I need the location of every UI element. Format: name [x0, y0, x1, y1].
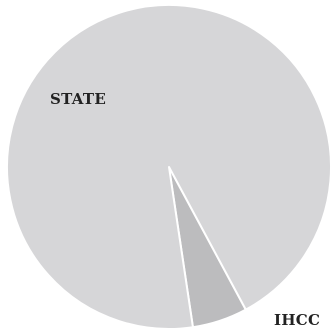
slice-label-state: STATE — [50, 90, 106, 108]
pie-slices — [6, 4, 332, 330]
pie-slice-state — [6, 4, 332, 330]
slice-label-ihcc: IHCC — [274, 311, 320, 329]
